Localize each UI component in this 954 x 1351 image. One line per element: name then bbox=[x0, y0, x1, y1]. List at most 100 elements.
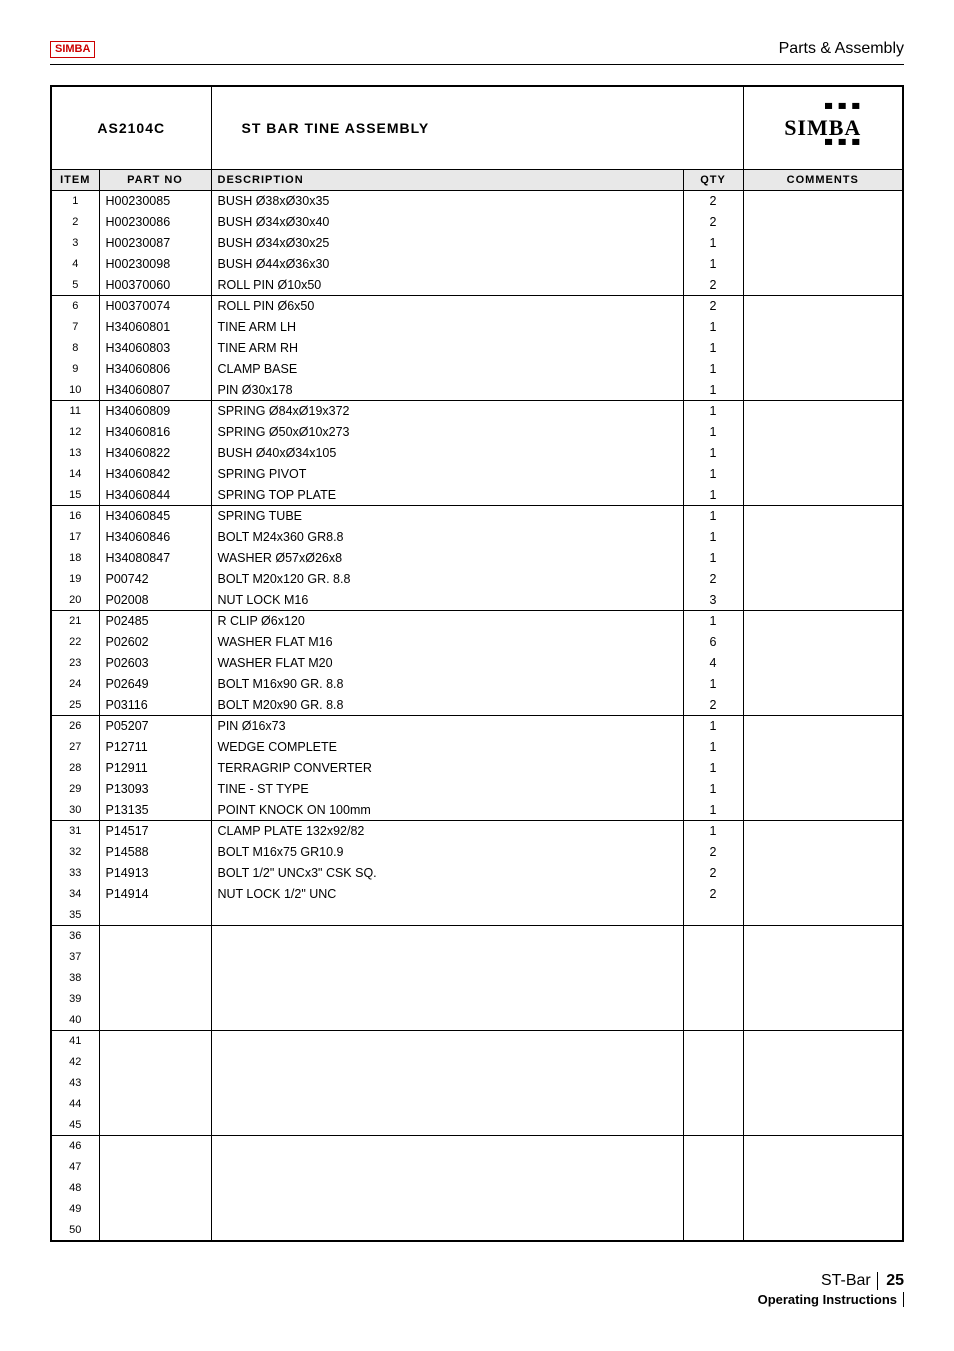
cell-description bbox=[211, 989, 683, 1010]
cell-description: TINE - ST TYPE bbox=[211, 779, 683, 800]
table-row: 10H34060807PIN Ø30x1781 bbox=[51, 380, 903, 401]
cell-item: 34 bbox=[51, 884, 99, 905]
logo-text: SIMBA bbox=[784, 115, 861, 140]
cell-qty: 2 bbox=[683, 191, 743, 212]
cell-comments bbox=[743, 1136, 903, 1157]
cell-item: 49 bbox=[51, 1199, 99, 1220]
cell-description bbox=[211, 926, 683, 947]
cell-description: POINT KNOCK ON 100mm bbox=[211, 800, 683, 821]
cell-comments bbox=[743, 947, 903, 968]
cell-comments bbox=[743, 842, 903, 863]
cell-description bbox=[211, 1199, 683, 1220]
cell-comments bbox=[743, 569, 903, 590]
table-row: 13H34060822BUSH Ø40xØ34x1051 bbox=[51, 443, 903, 464]
cell-part: H34060822 bbox=[99, 443, 211, 464]
cell-part bbox=[99, 1052, 211, 1073]
table-row: 8H34060803TINE ARM RH1 bbox=[51, 338, 903, 359]
cell-description: WASHER Ø57xØ26x8 bbox=[211, 548, 683, 569]
cell-qty: 4 bbox=[683, 653, 743, 674]
table-row: 2H00230086BUSH Ø34xØ30x402 bbox=[51, 212, 903, 233]
cell-description bbox=[211, 1031, 683, 1052]
cell-comments bbox=[743, 653, 903, 674]
cell-description: WASHER FLAT M20 bbox=[211, 653, 683, 674]
cell-part: H34060816 bbox=[99, 422, 211, 443]
cell-part bbox=[99, 968, 211, 989]
cell-comments bbox=[743, 737, 903, 758]
table-row: 24P02649BOLT M16x90 GR. 8.81 bbox=[51, 674, 903, 695]
table-row: 48 bbox=[51, 1178, 903, 1199]
table-row: 28P12911TERRAGRIP CONVERTER1 bbox=[51, 758, 903, 779]
cell-qty bbox=[683, 905, 743, 926]
cell-item: 27 bbox=[51, 737, 99, 758]
table-row: 23P02603WASHER FLAT M204 bbox=[51, 653, 903, 674]
table-row: 26P05207PIN Ø16x731 bbox=[51, 716, 903, 737]
cell-part bbox=[99, 1094, 211, 1115]
cell-item: 33 bbox=[51, 863, 99, 884]
col-header-desc: DESCRIPTION bbox=[211, 170, 683, 191]
table-row: 33P14913BOLT 1/2" UNCx3" CSK SQ.2 bbox=[51, 863, 903, 884]
cell-comments bbox=[743, 275, 903, 296]
cell-part: H34060801 bbox=[99, 317, 211, 338]
cell-qty: 2 bbox=[683, 275, 743, 296]
cell-qty: 1 bbox=[683, 317, 743, 338]
cell-comments bbox=[743, 716, 903, 737]
cell-comments bbox=[743, 800, 903, 821]
cell-comments bbox=[743, 1010, 903, 1031]
cell-comments bbox=[743, 1073, 903, 1094]
brand-logo-top: SIMBA bbox=[50, 41, 95, 58]
table-row: 47 bbox=[51, 1157, 903, 1178]
table-row: 34P14914NUT LOCK 1/2" UNC2 bbox=[51, 884, 903, 905]
cell-item: 38 bbox=[51, 968, 99, 989]
cell-item: 22 bbox=[51, 632, 99, 653]
cell-qty bbox=[683, 1010, 743, 1031]
cell-qty bbox=[683, 1031, 743, 1052]
cell-item: 11 bbox=[51, 401, 99, 422]
cell-description: WEDGE COMPLETE bbox=[211, 737, 683, 758]
cell-qty: 1 bbox=[683, 380, 743, 401]
cell-item: 39 bbox=[51, 989, 99, 1010]
cell-item: 15 bbox=[51, 485, 99, 506]
table-row: 42 bbox=[51, 1052, 903, 1073]
cell-description: PIN Ø16x73 bbox=[211, 716, 683, 737]
cell-comments bbox=[743, 548, 903, 569]
cell-qty: 2 bbox=[683, 569, 743, 590]
brand-logo-cell: ▀ ▀ ▀ SIMBA ▀ ▀ ▀ bbox=[743, 86, 903, 170]
cell-description: BUSH Ø34xØ30x25 bbox=[211, 233, 683, 254]
cell-description: TERRAGRIP CONVERTER bbox=[211, 758, 683, 779]
col-header-comments: COMMENTS bbox=[743, 170, 903, 191]
logo-bars-bottom: ▀ ▀ ▀ bbox=[784, 141, 861, 151]
cell-description bbox=[211, 1115, 683, 1136]
cell-part: P14913 bbox=[99, 863, 211, 884]
footer-subtitle: Operating Instructions bbox=[758, 1292, 904, 1307]
cell-item: 24 bbox=[51, 674, 99, 695]
cell-description bbox=[211, 968, 683, 989]
cell-description: BOLT 1/2" UNCx3" CSK SQ. bbox=[211, 863, 683, 884]
cell-comments bbox=[743, 695, 903, 716]
cell-item: 2 bbox=[51, 212, 99, 233]
cell-description: CLAMP BASE bbox=[211, 359, 683, 380]
cell-description bbox=[211, 947, 683, 968]
cell-item: 43 bbox=[51, 1073, 99, 1094]
cell-comments bbox=[743, 989, 903, 1010]
cell-item: 41 bbox=[51, 1031, 99, 1052]
cell-part: P14517 bbox=[99, 821, 211, 842]
cell-comments bbox=[743, 254, 903, 275]
cell-qty: 1 bbox=[683, 737, 743, 758]
cell-qty: 1 bbox=[683, 233, 743, 254]
cell-description: BUSH Ø40xØ34x105 bbox=[211, 443, 683, 464]
table-row: 20P02008NUT LOCK M163 bbox=[51, 590, 903, 611]
table-row: 1H00230085BUSH Ø38xØ30x352 bbox=[51, 191, 903, 212]
table-row: 21P02485R CLIP Ø6x1201 bbox=[51, 611, 903, 632]
cell-item: 4 bbox=[51, 254, 99, 275]
cell-part: H00230098 bbox=[99, 254, 211, 275]
cell-comments bbox=[743, 233, 903, 254]
cell-item: 25 bbox=[51, 695, 99, 716]
cell-qty: 1 bbox=[683, 779, 743, 800]
cell-comments bbox=[743, 338, 903, 359]
table-row: 32P14588BOLT M16x75 GR10.92 bbox=[51, 842, 903, 863]
cell-item: 6 bbox=[51, 296, 99, 317]
cell-description: TINE ARM RH bbox=[211, 338, 683, 359]
cell-description: BOLT M16x75 GR10.9 bbox=[211, 842, 683, 863]
cell-part: H00230086 bbox=[99, 212, 211, 233]
cell-item: 17 bbox=[51, 527, 99, 548]
